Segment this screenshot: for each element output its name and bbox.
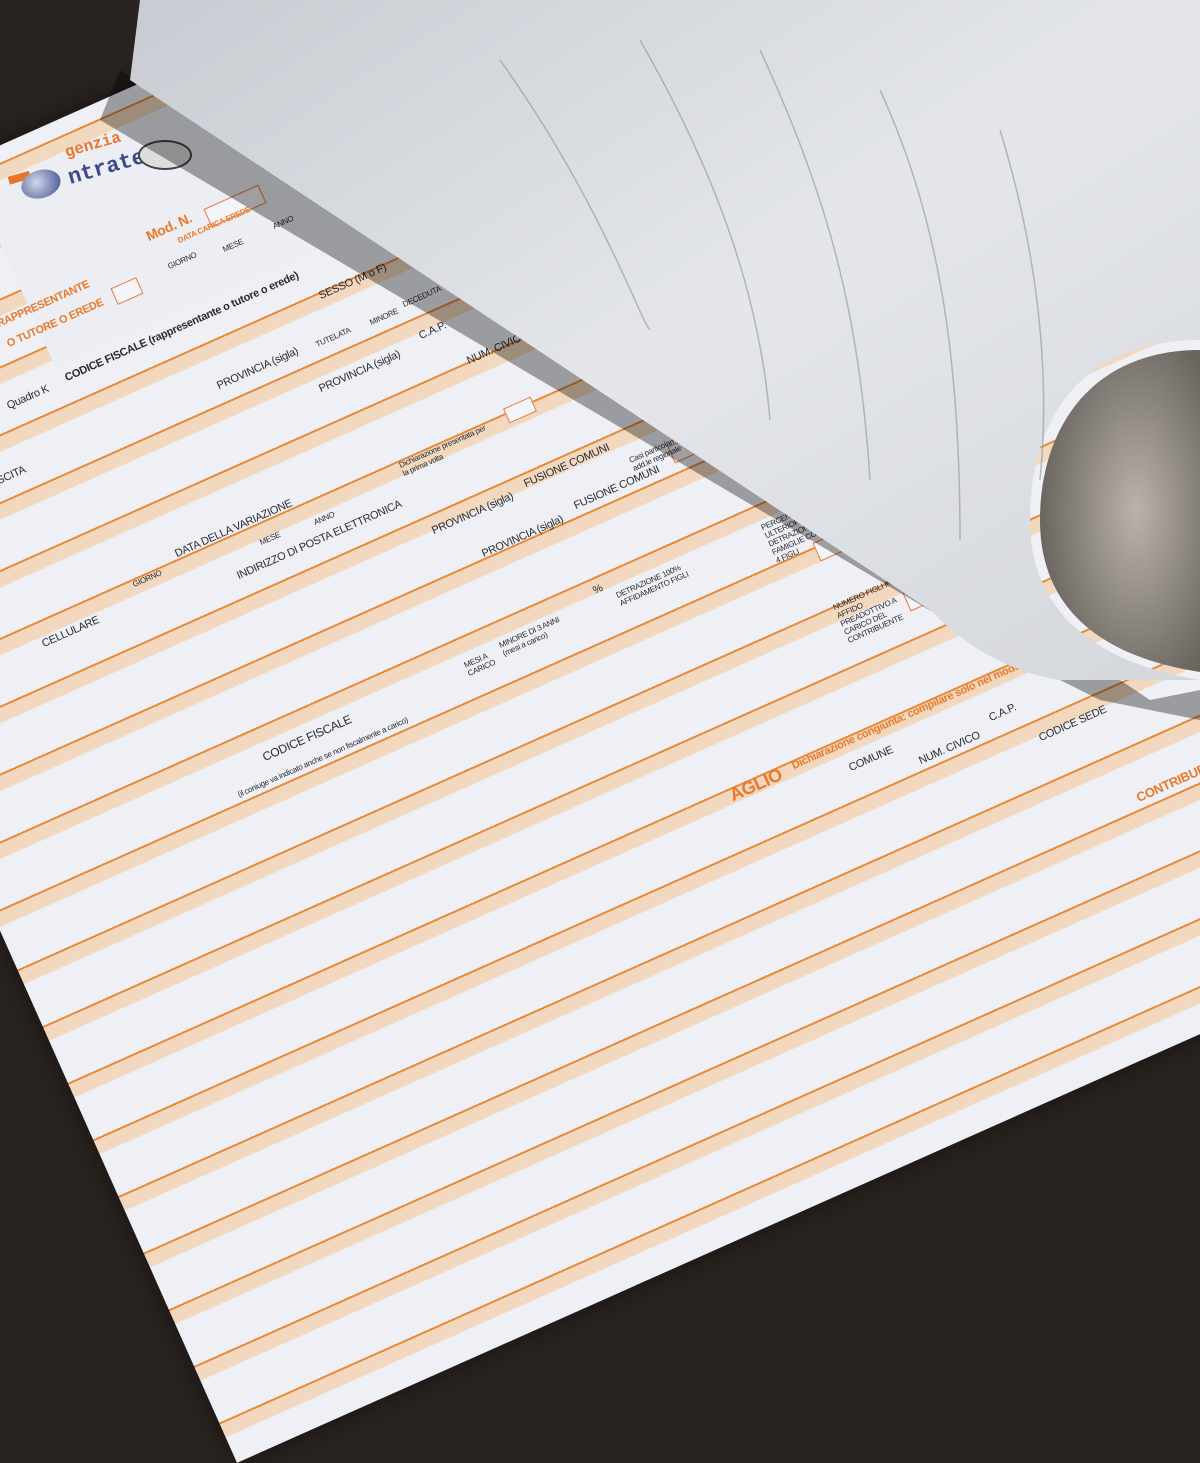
republic-seal-icon xyxy=(138,140,192,170)
lifted-page xyxy=(130,0,1200,680)
page-underside xyxy=(1040,350,1200,672)
page-lines xyxy=(499,39,1045,541)
curled-page xyxy=(100,0,1200,720)
